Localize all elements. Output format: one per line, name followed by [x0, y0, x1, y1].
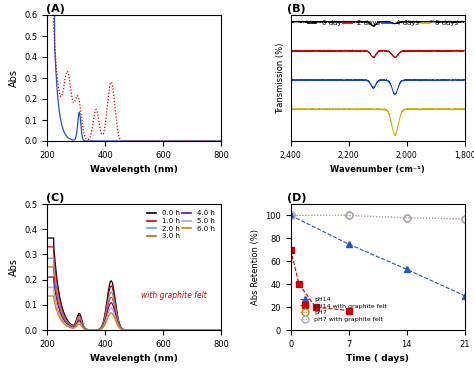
- pH7: [462, 217, 467, 221]
- Line: pH7: pH7: [287, 212, 468, 222]
- pH14: [346, 242, 352, 246]
- pH7: [404, 216, 410, 220]
- pH14 with graphite felt: [346, 308, 352, 313]
- Legend: 0.0 h, 1.0 h, 2.0 h, 3.0 h, 4.0 h, 5.0 h, 6.0 h: 0.0 h, 1.0 h, 2.0 h, 3.0 h, 4.0 h, 5.0 h…: [144, 207, 218, 242]
- pH14 with graphite felt: [296, 282, 302, 286]
- pH14: [288, 213, 293, 218]
- pH7 with graphite felt: [288, 213, 293, 218]
- X-axis label: Wavenumber (cm⁻¹): Wavenumber (cm⁻¹): [330, 165, 425, 174]
- Text: (B): (B): [287, 4, 306, 14]
- Y-axis label: Abs: Abs: [9, 69, 19, 87]
- pH7 with graphite felt: [404, 216, 410, 220]
- pH7: [346, 213, 352, 218]
- Y-axis label: Abs: Abs: [9, 258, 19, 276]
- Text: with graphite felt: with graphite felt: [141, 291, 207, 300]
- pH14 with graphite felt: [288, 248, 293, 252]
- Y-axis label: Abs Retention (%): Abs Retention (%): [251, 229, 260, 305]
- Line: pH14: pH14: [288, 213, 467, 298]
- pH14: [462, 293, 467, 298]
- pH7 with graphite felt: [346, 213, 352, 218]
- X-axis label: Wavelength (nm): Wavelength (nm): [91, 165, 178, 174]
- Line: pH7 with graphite felt: pH7 with graphite felt: [287, 212, 468, 222]
- Line: pH14 with graphite felt: pH14 with graphite felt: [288, 247, 351, 313]
- Text: (C): (C): [46, 193, 64, 203]
- pH14 with graphite felt: [313, 305, 319, 309]
- Legend: 0 day, 2 days, 4 days, 6 days: 0 day, 2 days, 4 days, 6 days: [305, 17, 461, 29]
- X-axis label: Time ( days): Time ( days): [346, 354, 409, 363]
- pH7: [288, 213, 293, 218]
- pH7 with graphite felt: [462, 217, 467, 221]
- Legend: pH14, pH14 with graphite felt, pH7, pH7 with graphite felt: pH14, pH14 with graphite felt, pH7, pH7 …: [297, 294, 390, 324]
- Y-axis label: Transmission (%): Transmission (%): [276, 42, 285, 114]
- X-axis label: Wavelength (nm): Wavelength (nm): [91, 354, 178, 363]
- Text: (A): (A): [46, 4, 64, 14]
- Text: (D): (D): [287, 193, 307, 203]
- pH14: [404, 267, 410, 272]
